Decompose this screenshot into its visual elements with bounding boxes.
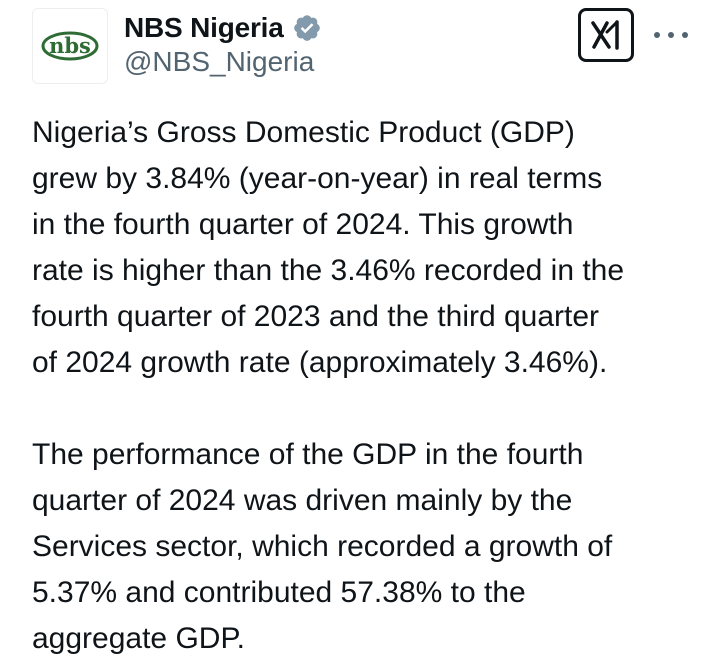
grok-icon xyxy=(591,20,619,50)
tweet-paragraph-2: The performance of the GDP in the fourth… xyxy=(32,438,613,655)
author-name-row: NBS Nigeria xyxy=(124,8,322,48)
verified-badge-icon[interactable] xyxy=(292,13,322,43)
tweet-paragraph-1: Nigeria’s Gross Domestic Product (GDP) g… xyxy=(32,116,625,379)
tweet-text: Nigeria’s Gross Domestic Product (GDP) g… xyxy=(32,110,700,662)
more-options-dot xyxy=(682,32,688,38)
more-options-button[interactable] xyxy=(654,20,688,50)
nbs-logo: nbs xyxy=(41,31,99,61)
more-options-icon xyxy=(654,32,660,38)
more-options-dot xyxy=(668,32,674,38)
display-name[interactable]: NBS Nigeria xyxy=(124,12,284,43)
author-handle[interactable]: @NBS_Nigeria xyxy=(124,46,315,77)
grok-button[interactable] xyxy=(578,8,634,62)
svg-text:nbs: nbs xyxy=(49,33,91,58)
avatar[interactable]: nbs xyxy=(32,8,108,84)
